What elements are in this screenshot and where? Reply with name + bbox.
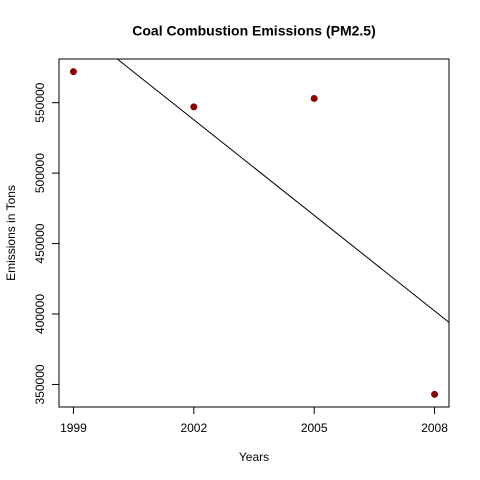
y-tick-label: 500000 [33,153,47,193]
plot-frame [58,58,450,408]
x-tick-label: 1999 [60,421,87,435]
point [190,103,198,111]
point [310,94,318,102]
x-tick-label: 2008 [421,421,448,435]
y-tick-label: 550000 [33,82,47,122]
trend-line [116,59,449,323]
point [69,68,77,76]
x-tick-label: 2005 [301,421,328,435]
y-tick-label: 350000 [33,364,47,404]
x-tick-label: 2002 [180,421,207,435]
y-tick-label: 450000 [33,223,47,263]
x-axis-label: Years [239,450,269,464]
point [431,390,439,398]
chart-title: Coal Combustion Emissions (PM2.5) [132,23,375,39]
y-tick-label: 400000 [33,294,47,334]
y-axis-label: Emissions in Tons [4,185,18,281]
